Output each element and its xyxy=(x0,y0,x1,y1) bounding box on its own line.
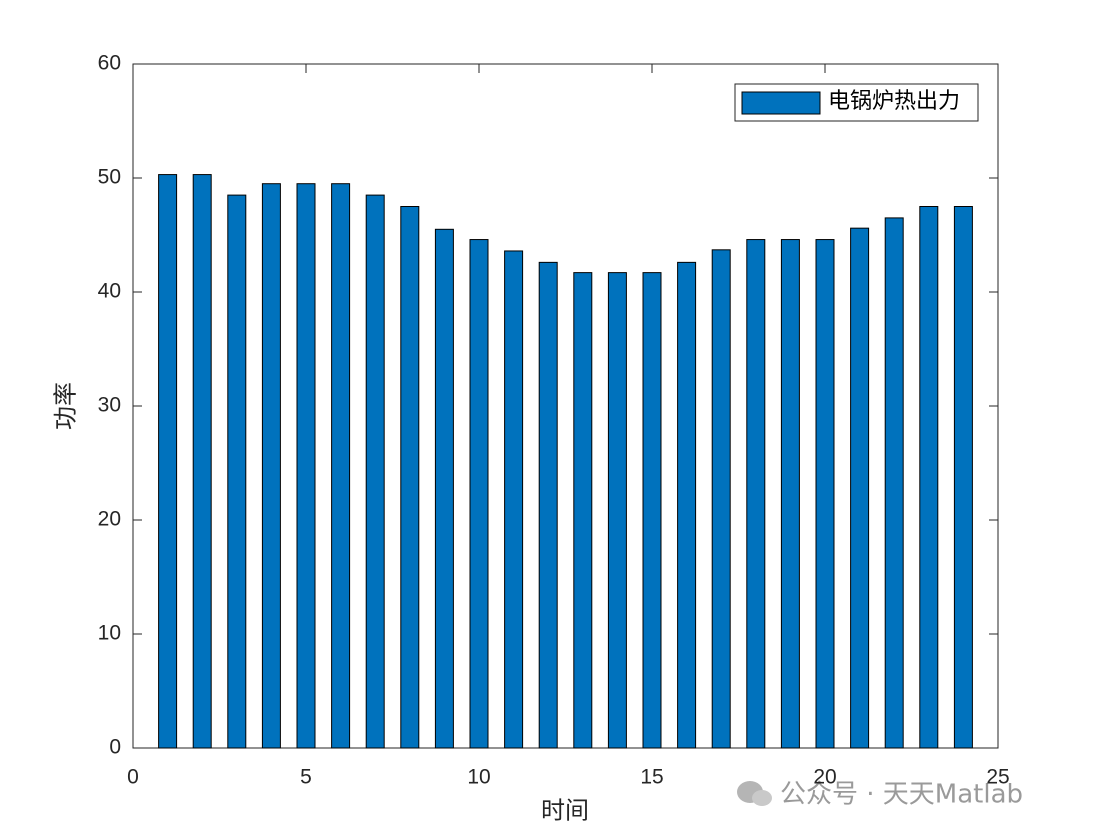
y-tick-label: 40 xyxy=(98,280,121,303)
legend-label: 电锅炉热出力 xyxy=(828,88,960,113)
y-tick-label: 30 xyxy=(98,394,121,417)
x-tick-label: 0 xyxy=(127,766,139,789)
y-tick-label: 60 xyxy=(98,52,121,75)
bar xyxy=(677,261,697,749)
bar xyxy=(158,174,178,749)
y-tick-label: 0 xyxy=(109,736,121,759)
watermark-text: 公众号 · 天天Matlab xyxy=(780,780,1023,810)
watermark: 公众号 · 天天Matlab xyxy=(737,780,1023,810)
bar xyxy=(538,261,558,749)
bar xyxy=(400,206,420,749)
bar xyxy=(746,239,766,749)
bar xyxy=(192,174,212,749)
y-axis-label: 功率 xyxy=(53,382,80,430)
y-tick-label: 10 xyxy=(98,622,121,645)
bar xyxy=(919,206,939,749)
x-axis-label: 时间 xyxy=(541,798,589,825)
bar xyxy=(227,194,247,749)
bar xyxy=(365,194,385,749)
bar xyxy=(261,183,281,749)
bar xyxy=(331,183,351,749)
x-tick-label: 25 xyxy=(986,766,1009,789)
y-tick-label: 20 xyxy=(98,508,121,531)
bar xyxy=(815,239,835,749)
bar xyxy=(296,183,316,749)
bar xyxy=(850,227,870,749)
bar xyxy=(780,239,800,749)
bar xyxy=(642,272,662,749)
y-tick-label: 50 xyxy=(98,166,121,189)
bar xyxy=(504,250,524,749)
bar xyxy=(469,239,489,749)
bar xyxy=(434,228,454,749)
watermark-icon xyxy=(752,790,772,806)
bar xyxy=(953,206,973,749)
bar xyxy=(884,217,904,749)
x-tick-label: 5 xyxy=(300,766,312,789)
legend-swatch xyxy=(741,91,821,115)
bar xyxy=(607,272,627,749)
bar xyxy=(573,272,593,749)
bar xyxy=(711,249,731,749)
x-tick-label: 15 xyxy=(640,766,663,789)
x-tick-label: 10 xyxy=(467,766,490,789)
x-tick-label: 20 xyxy=(813,766,836,789)
